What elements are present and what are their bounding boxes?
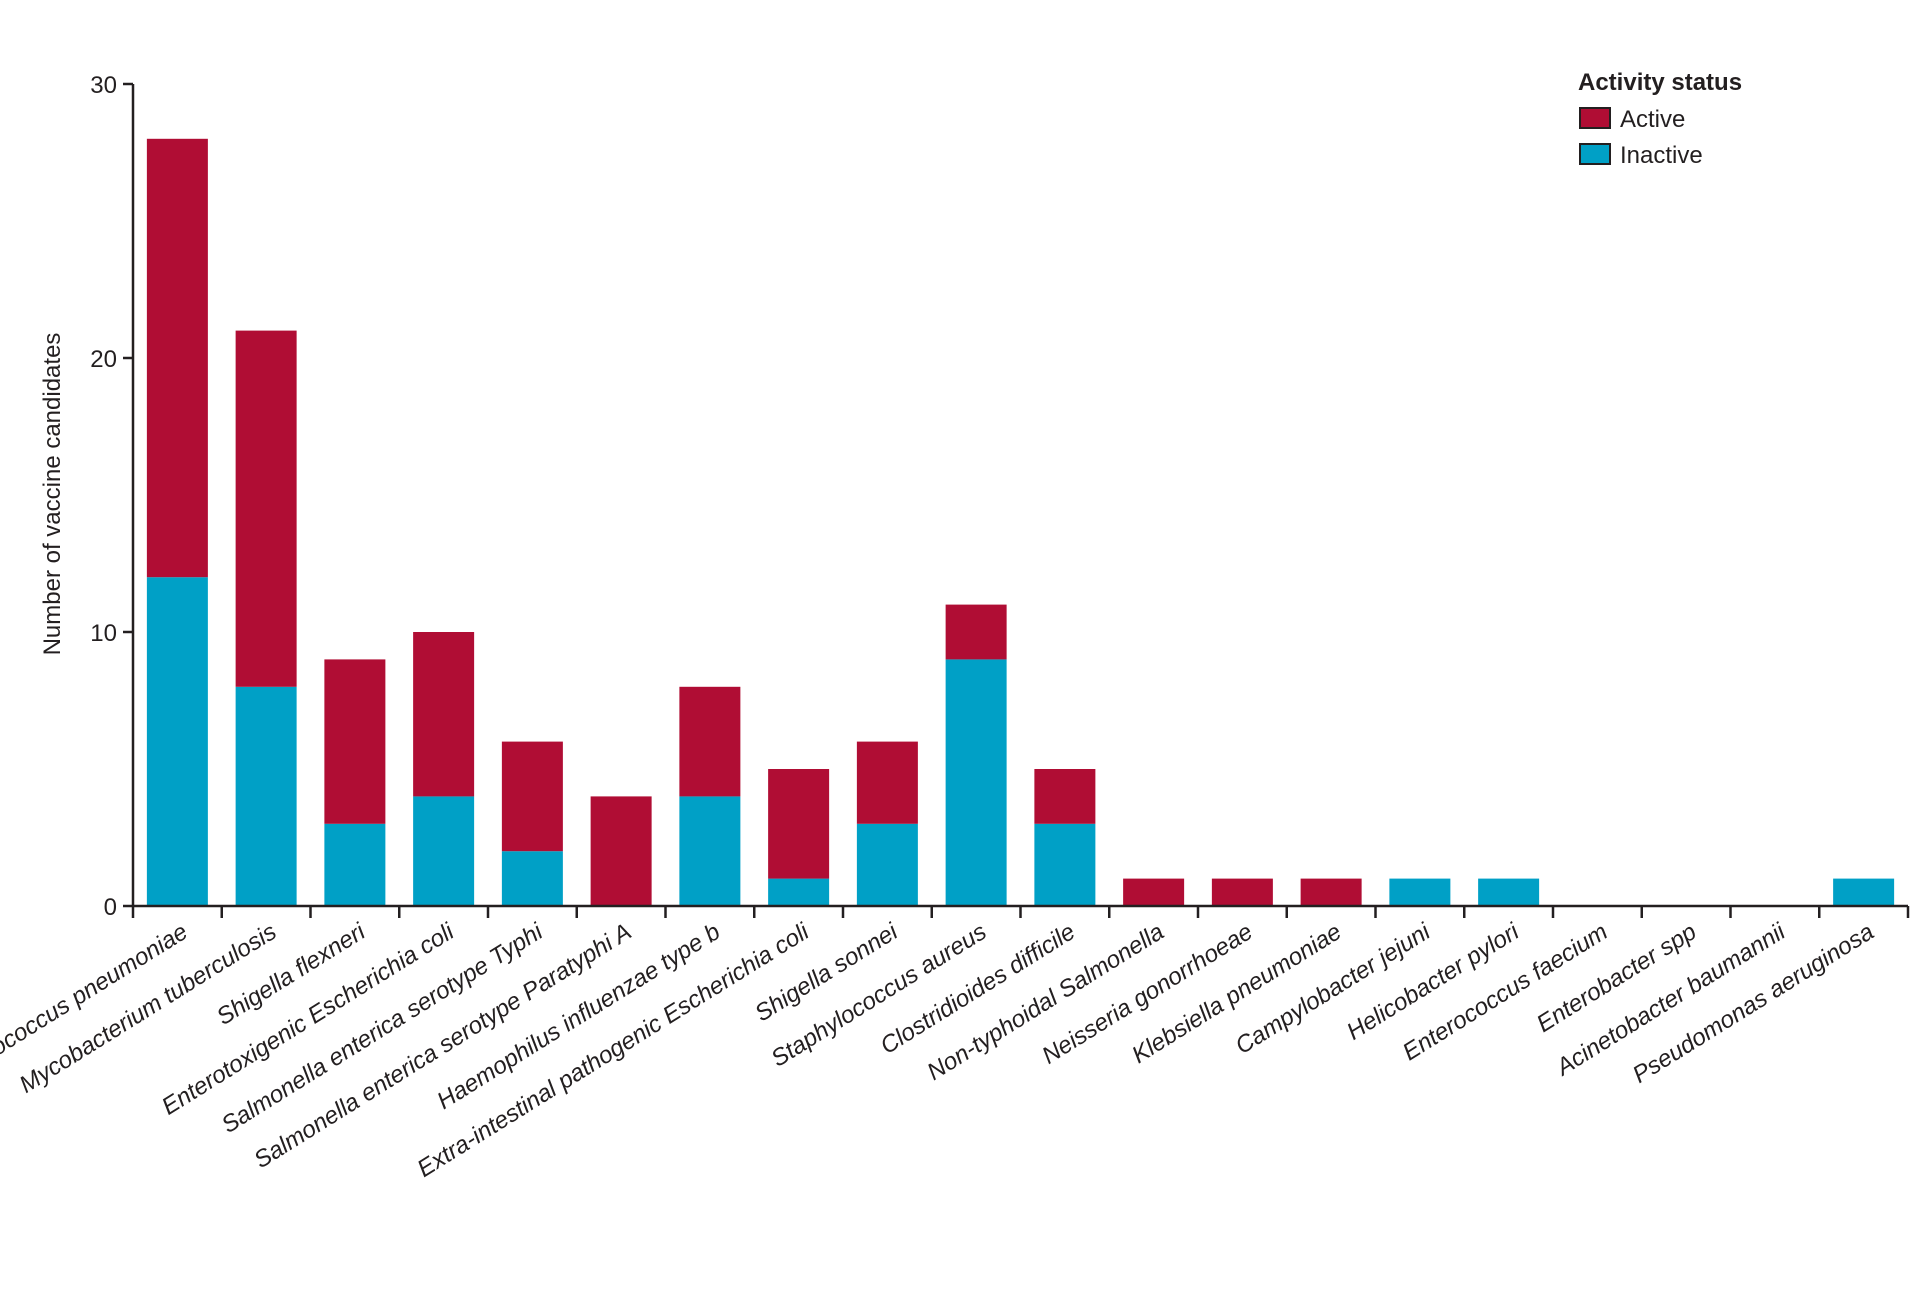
y-tick-label: 20 [90, 346, 117, 373]
bar-active[interactable] [590, 796, 652, 906]
bar-active[interactable] [235, 330, 297, 687]
legend-label-inactive: Inactive [1620, 142, 1703, 169]
axes [131, 84, 1908, 908]
bar-inactive[interactable] [146, 577, 208, 906]
y-tick-label: 0 [104, 894, 117, 921]
bar-active[interactable] [679, 686, 741, 797]
y-tick-label: 10 [90, 620, 117, 647]
bar-inactive[interactable] [1034, 823, 1096, 906]
x-ticks [131, 906, 1910, 918]
bar-inactive[interactable] [413, 796, 475, 906]
legend-item-inactive[interactable]: Inactive [1579, 142, 1703, 169]
legend-item-active[interactable]: Active [1579, 106, 1685, 133]
bar-active[interactable] [146, 138, 208, 578]
bar-active[interactable] [501, 741, 563, 852]
bar-inactive[interactable] [1478, 878, 1540, 906]
bar-active[interactable] [1034, 769, 1096, 824]
y-tick-label: 30 [90, 72, 117, 99]
bar-inactive[interactable] [501, 851, 563, 906]
legend-swatch-inactive [1579, 143, 1611, 165]
legend: Activity status Active Inactive [1578, 69, 1742, 169]
bar-inactive[interactable] [945, 659, 1007, 906]
bar-inactive[interactable] [1833, 878, 1895, 906]
bar-active[interactable] [1300, 878, 1362, 906]
bar-inactive[interactable] [324, 823, 386, 906]
y-axis-title: Number of vaccine candidates [39, 333, 66, 656]
bar-inactive[interactable] [235, 686, 297, 906]
bar-active[interactable] [413, 632, 475, 797]
bar-active[interactable] [1123, 878, 1185, 906]
y-ticks: 0 10 20 30 [90, 72, 133, 921]
bar-active[interactable] [1211, 878, 1273, 906]
bars [146, 138, 1895, 906]
bar-active[interactable] [768, 769, 830, 879]
bar-active[interactable] [324, 659, 386, 824]
legend-label-active: Active [1620, 106, 1685, 133]
bar-active[interactable] [945, 604, 1007, 660]
bar-active[interactable] [856, 741, 918, 824]
bar-inactive[interactable] [679, 796, 741, 906]
bar-inactive[interactable] [1389, 878, 1451, 906]
bar-inactive[interactable] [856, 823, 918, 906]
legend-title: Activity status [1578, 69, 1742, 96]
legend-swatch-active [1579, 107, 1611, 129]
bar-inactive[interactable] [768, 878, 830, 906]
